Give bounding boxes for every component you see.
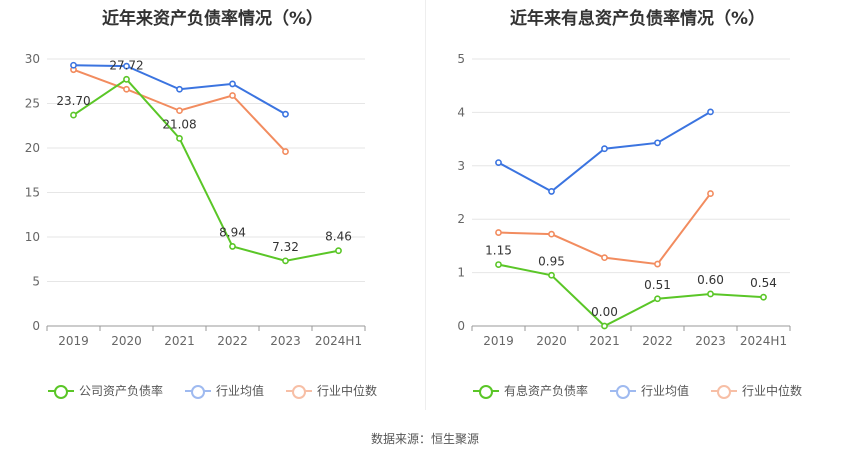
legend-item-industry-avg[interactable]: 行业均值 — [184, 382, 264, 399]
legend-line-circle-icon — [184, 384, 211, 399]
data-point — [654, 139, 661, 147]
source-note: 数据来源：恒生聚源 — [370, 432, 479, 446]
y-tick-label: 20 — [25, 141, 40, 155]
legend-label: 行业中位数 — [742, 384, 803, 398]
data-point — [282, 110, 289, 118]
data-label: 1.15 — [485, 244, 512, 258]
data-point — [70, 61, 77, 69]
y-tick-label: 5 — [32, 275, 40, 289]
x-tick-label: 2023 — [270, 334, 301, 348]
interest-debt-ratio-chart-panel: 近年来有息资产负债率情况（%） 0 1 2 3 4 5 2019 2020 2021 2022 20… — [425, 0, 850, 420]
legend-item-company[interactable]: 公司资产负债率 — [47, 382, 163, 399]
data-point — [654, 260, 661, 268]
data-point — [601, 254, 608, 262]
interest-debt-ratio-plot: 0 1 2 3 4 5 2019 2020 2021 2022 2023 2024H1 1.15 0.95… — [457, 52, 791, 348]
legend-label: 行业均值 — [640, 384, 689, 398]
legend-label: 有息资产负债率 — [503, 384, 588, 398]
y-tick-label: 10 — [25, 230, 40, 244]
data-label: 27.72 — [109, 58, 143, 72]
legend-label: 公司资产负债率 — [78, 384, 163, 398]
data-point — [495, 159, 502, 166]
data-label: 0.54 — [750, 276, 777, 290]
data-label: 7.32 — [272, 240, 299, 254]
data-point — [123, 85, 130, 93]
data-label: 0.60 — [697, 273, 724, 287]
data-point — [707, 290, 714, 298]
data-point — [123, 75, 130, 83]
data-label: 8.94 — [219, 225, 246, 239]
legend: 有息资产负债率 行业均值 行业中位数 — [425, 382, 850, 399]
data-point — [123, 62, 130, 70]
data-point — [70, 111, 77, 119]
chart-title: 近年来有息资产负债率情况（%） — [509, 9, 766, 29]
legend-label: 行业中位数 — [317, 384, 378, 398]
legend: 公司资产负债率 行业均值 行业中位数 — [0, 382, 425, 399]
data-point — [654, 295, 661, 303]
y-tick-label: 0 — [457, 319, 465, 333]
data-point — [229, 80, 236, 88]
data-point — [229, 243, 236, 250]
data-label: 0.95 — [538, 254, 565, 268]
legend-item-company[interactable]: 有息资产负债率 — [472, 382, 588, 399]
data-label: 0.00 — [591, 305, 618, 319]
y-tick-label: 15 — [25, 186, 40, 200]
x-tick-label: 2020 — [111, 334, 142, 348]
legend-line-circle-icon — [286, 384, 312, 399]
debt-ratio-chart-panel: 近年来资产负债率情况（%） 0 5 10 15 20 25 30 2019 2020 2021 20… — [0, 0, 425, 420]
legend-line-circle-icon — [609, 384, 636, 399]
x-tick-label: 2023 — [695, 334, 726, 348]
data-point — [760, 293, 767, 301]
legend-item-industry-median[interactable]: 行业中位数 — [711, 382, 802, 399]
x-tick-label: 2019 — [58, 334, 89, 348]
data-point — [282, 148, 289, 155]
legend-line-circle-icon — [47, 384, 74, 399]
data-label: 23.70 — [56, 94, 90, 108]
data-point — [335, 247, 342, 255]
x-tick-label: 2020 — [536, 334, 567, 348]
data-point — [548, 188, 555, 195]
data-point — [548, 230, 555, 238]
y-tick-label: 0 — [32, 319, 40, 333]
y-tick-label: 4 — [457, 105, 465, 119]
data-label: 8.46 — [325, 230, 352, 244]
x-tick-label: 2021 — [164, 334, 195, 348]
y-tick-label: 2 — [457, 212, 465, 226]
data-point — [707, 108, 714, 116]
chart-title: 近年来资产负债率情况（%） — [101, 9, 324, 29]
debt-ratio-plot: 0 5 10 15 20 25 30 2019 2020 2021 2022 2023 2024H1 23… — [25, 52, 366, 348]
series-line — [498, 263, 764, 328]
data-point — [601, 322, 608, 330]
data-point — [176, 85, 183, 93]
data-label: 0.51 — [644, 278, 671, 292]
y-tick-label: 1 — [457, 266, 465, 280]
data-point — [282, 257, 289, 265]
x-tick-label: 2019 — [483, 334, 514, 348]
data-point — [176, 134, 183, 142]
panel-divider — [425, 0, 426, 410]
legend-line-circle-icon — [711, 384, 737, 399]
data-label: 21.08 — [162, 117, 196, 131]
legend-line-circle-icon — [472, 384, 499, 399]
x-tick-label: 2021 — [589, 334, 620, 348]
data-point — [548, 271, 555, 279]
data-point — [601, 145, 608, 153]
legend-label: 行业均值 — [215, 384, 264, 398]
series-line — [498, 192, 712, 266]
data-point — [495, 229, 502, 236]
y-tick-label: 5 — [457, 52, 465, 66]
series-line — [72, 77, 339, 262]
x-tick-label: 2022 — [642, 334, 673, 348]
data-point — [176, 107, 183, 115]
x-tick-label: 2022 — [217, 334, 248, 348]
y-tick-label: 25 — [25, 97, 40, 111]
data-point — [495, 261, 502, 268]
data-point — [229, 92, 236, 99]
x-tick-label: 2024H1 — [315, 334, 362, 348]
y-tick-label: 30 — [25, 52, 40, 66]
data-point — [707, 190, 714, 197]
y-tick-label: 3 — [457, 159, 465, 173]
x-tick-label: 2024H1 — [740, 334, 787, 348]
legend-item-industry-avg[interactable]: 行业均值 — [609, 382, 689, 399]
legend-item-industry-median[interactable]: 行业中位数 — [286, 382, 377, 399]
